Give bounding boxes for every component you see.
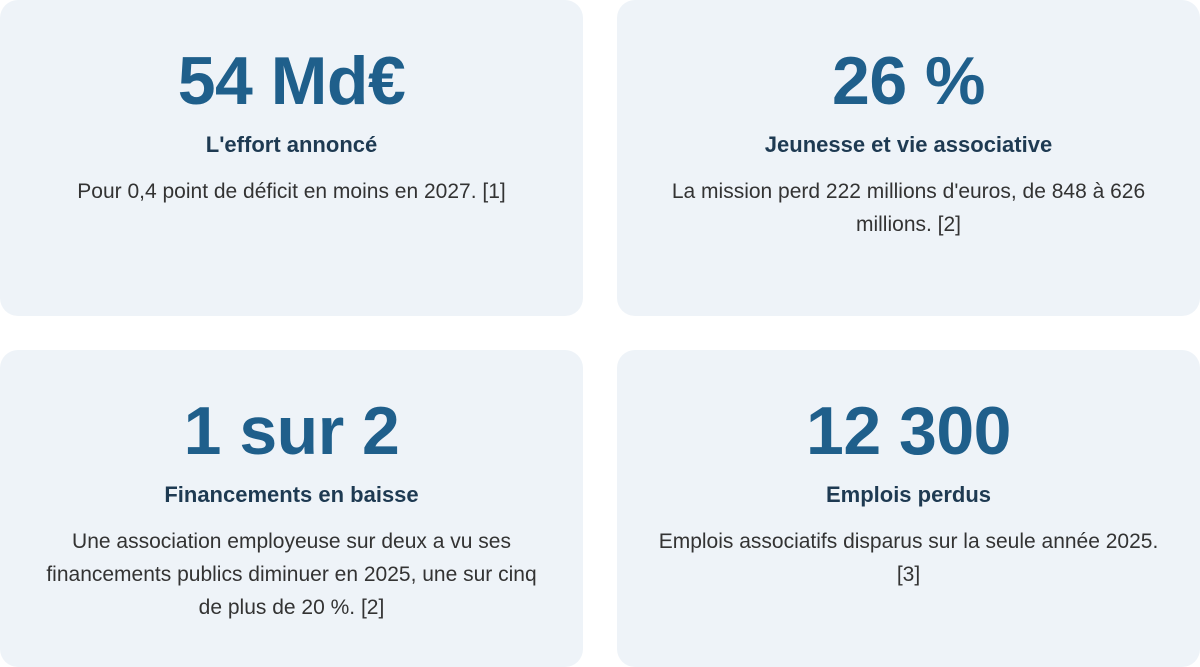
stat-title: Emplois perdus <box>825 482 992 507</box>
stat-card-jeunesse: 26 % Jeunesse et vie associative La miss… <box>617 0 1200 316</box>
stat-value: 1 sur 2 <box>183 393 400 469</box>
stat-description: Emplois associatifs disparus sur la seul… <box>658 530 1159 586</box>
stat-description: Une association employeuse sur deux a vu… <box>46 530 537 619</box>
stat-description: La mission perd 222 millions d'euros, de… <box>671 180 1146 236</box>
stat-card-emplois: 12 300 Emplois perdus Emplois associatif… <box>617 350 1200 667</box>
stat-title: Jeunesse et vie associative <box>764 132 1053 157</box>
stat-card-effort: 54 Md€ L'effort annoncé Pour 0,4 point d… <box>0 0 583 316</box>
stat-value: 26 % <box>832 43 986 119</box>
stat-card-financements: 1 sur 2 Financements en baisse Une assoc… <box>0 350 583 667</box>
stat-value: 12 300 <box>806 393 1011 469</box>
stat-value: 54 Md€ <box>177 43 406 119</box>
stat-title: Financements en baisse <box>164 482 419 507</box>
stat-title: L'effort annoncé <box>205 132 378 157</box>
stat-description: Pour 0,4 point de déficit en moins en 20… <box>77 180 506 203</box>
